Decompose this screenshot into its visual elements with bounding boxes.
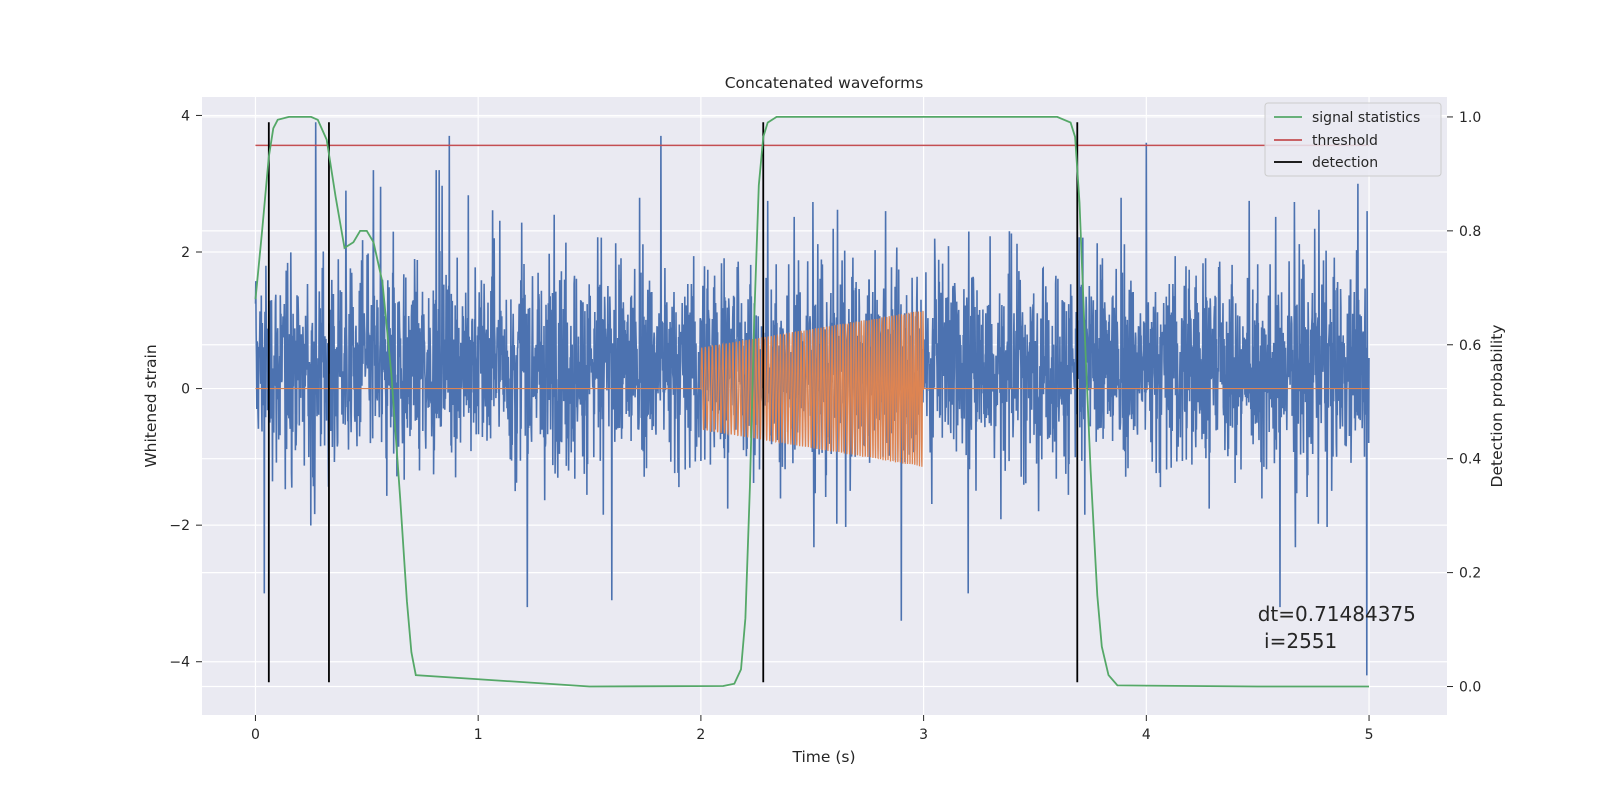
y-axis-left-label: Whitened strain — [142, 344, 160, 467]
legend-label-detection: detection — [1312, 155, 1378, 171]
y-axis-left-ticks: −4 −2 0 2 4 — [169, 108, 202, 671]
y-axis-right-label: Detection probability — [1488, 325, 1506, 488]
annotation-dt: dt=0.71484375 — [1258, 602, 1416, 626]
y-left-tick-label: 0 — [181, 382, 190, 398]
legend-label-signal-statistics: signal statistics — [1312, 110, 1420, 126]
annotation-index: i=2551 — [1258, 629, 1338, 653]
y-axis-right-ticks: 0.0 0.2 0.4 0.6 0.8 1.0 — [1447, 110, 1481, 696]
legend-label-threshold: threshold — [1312, 133, 1378, 149]
y-right-tick-label: 0.6 — [1459, 338, 1481, 354]
y-right-tick-label: 0.4 — [1459, 452, 1481, 468]
x-axis-ticks: 0 1 2 3 4 5 — [251, 715, 1374, 743]
y-left-tick-label: −4 — [169, 655, 190, 671]
x-tick-label: 2 — [696, 727, 705, 743]
legend: signal statistics threshold detection — [1264, 102, 1442, 177]
y-left-tick-label: 2 — [181, 245, 190, 261]
x-tick-label: 3 — [919, 727, 928, 743]
y-right-tick-label: 0.0 — [1459, 680, 1481, 696]
series-signal-statistics — [254, 116, 1369, 688]
x-tick-label: 5 — [1365, 727, 1374, 743]
y-left-tick-label: 4 — [181, 108, 190, 124]
x-tick-label: 0 — [251, 727, 260, 743]
detections — [267, 122, 1079, 683]
x-tick-label: 1 — [474, 727, 483, 743]
y-right-tick-label: 0.2 — [1459, 566, 1481, 582]
y-right-tick-label: 1.0 — [1459, 110, 1481, 126]
legend-box — [1264, 102, 1442, 177]
chart-title: Concatenated waveforms — [725, 74, 924, 92]
x-axis-label: Time (s) — [791, 748, 855, 766]
x-tick-label: 4 — [1142, 727, 1151, 743]
y-left-tick-label: −2 — [169, 518, 190, 534]
series-injected-signal — [255, 310, 1370, 467]
y-right-tick-label: 0.8 — [1459, 224, 1481, 240]
series-whitened-strain — [254, 122, 1370, 676]
